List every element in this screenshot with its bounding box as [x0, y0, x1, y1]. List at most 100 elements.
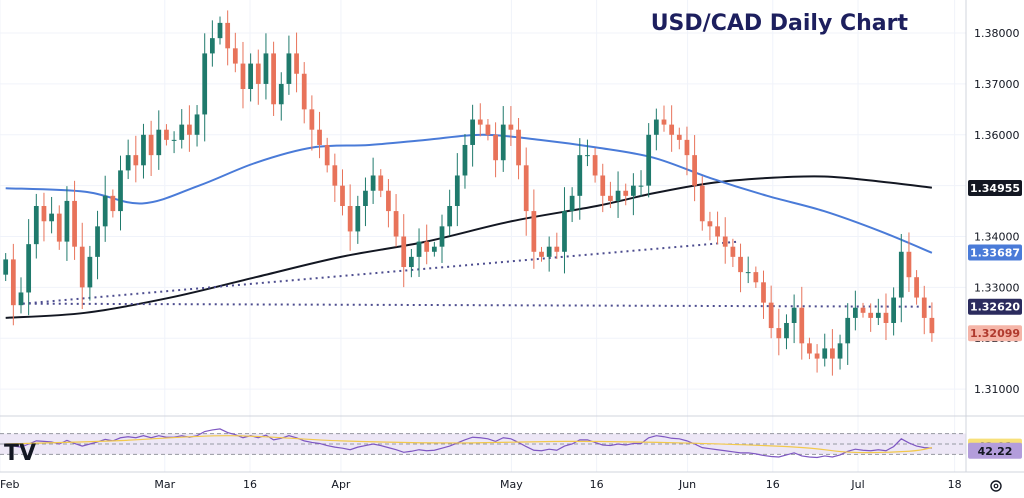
- candle-body: [72, 200, 77, 247]
- candle-body: [278, 83, 284, 105]
- candle-body: [929, 317, 935, 334]
- candle-body: [577, 155, 583, 196]
- time-tick-label: Feb: [0, 478, 19, 491]
- price-tag-label: 1.33687: [970, 246, 1020, 259]
- candle-body: [906, 251, 912, 278]
- candle-body: [309, 109, 315, 130]
- candle-body: [753, 272, 759, 283]
- candle-body: [692, 155, 697, 186]
- candle-body: [301, 73, 307, 110]
- candle-body: [684, 139, 690, 156]
- candle-body: [623, 190, 629, 196]
- candle-body: [217, 22, 223, 39]
- candle-body: [914, 277, 919, 298]
- candle-body: [26, 244, 32, 293]
- candle-body: [248, 63, 254, 90]
- price-axis: 1.380001.370001.360001.350001.340001.330…: [965, 0, 1020, 472]
- candle-body: [164, 129, 169, 140]
- rsi-ma-line: [5, 435, 933, 454]
- rsi-line: [5, 428, 932, 459]
- candle-body: [653, 119, 659, 135]
- candle-body: [439, 226, 445, 247]
- candle-body: [393, 211, 399, 237]
- candle-body: [424, 241, 430, 252]
- candle-body: [171, 139, 177, 141]
- candle-body: [852, 307, 858, 318]
- rsi-panel: 43.0142.22: [0, 415, 1024, 459]
- price-tag: [968, 325, 1022, 342]
- candle-body: [883, 312, 889, 323]
- candle-body: [447, 206, 453, 227]
- candle-body: [554, 246, 560, 252]
- candle-body: [110, 195, 116, 212]
- time-tick-label: May: [500, 478, 523, 491]
- ma-fast-line: [5, 133, 933, 254]
- candle-body: [868, 312, 874, 318]
- price-tag: [968, 179, 1022, 196]
- rsi-tag: [968, 442, 1022, 459]
- time-tick-label: 16: [243, 478, 257, 491]
- candle-body: [317, 129, 322, 145]
- candle-body: [830, 348, 835, 359]
- indicator-lines: [5, 133, 933, 319]
- candle-body: [562, 211, 567, 252]
- candle-body: [202, 53, 208, 115]
- candle-body: [10, 259, 16, 306]
- price-tick-label: 1.31000: [974, 383, 1020, 396]
- candle-body: [118, 170, 123, 212]
- candle-body: [225, 22, 231, 49]
- candle-body: [370, 175, 376, 191]
- candle-body: [33, 206, 39, 245]
- candle-body: [807, 343, 812, 354]
- candle-body: [340, 185, 345, 206]
- candle-body: [363, 190, 368, 206]
- candle-body: [263, 53, 269, 84]
- price-tags: 1.34955 1.33687 1.32620 1.32099: [968, 179, 1022, 342]
- candle-body: [738, 256, 743, 273]
- candle-body: [95, 226, 100, 257]
- candle-body: [194, 114, 200, 135]
- candle-body: [814, 353, 820, 359]
- candle-body: [898, 251, 904, 298]
- candle-body: [608, 195, 613, 201]
- candle-body: [699, 185, 705, 222]
- candle-body: [837, 343, 843, 359]
- candle-body: [294, 53, 299, 74]
- candle-body: [18, 292, 24, 306]
- price-tag-label: 1.34955: [970, 182, 1020, 195]
- tradingview-logo: TV: [4, 441, 36, 466]
- candle-body: [669, 124, 675, 135]
- price-tag-label: 1.32620: [970, 301, 1020, 314]
- candle-body: [638, 185, 644, 187]
- time-tick-label: Jun: [678, 478, 696, 491]
- candle-body: [401, 236, 407, 268]
- candle-body: [187, 124, 192, 135]
- candle-body: [516, 129, 521, 166]
- candle-body: [431, 246, 437, 252]
- candle-body: [179, 124, 185, 140]
- candle-body: [64, 200, 70, 242]
- candle-body: [592, 155, 598, 176]
- candle-body: [776, 328, 782, 339]
- time-tick-label: Mar: [154, 478, 175, 491]
- candle-body: [386, 190, 391, 212]
- candle-body: [875, 312, 881, 318]
- candle-body: [347, 206, 353, 232]
- time-tick-label: 18: [948, 478, 962, 491]
- time-tick-label: 16: [590, 478, 604, 491]
- candle-body: [148, 134, 154, 156]
- candle-body: [722, 236, 728, 247]
- candle-body: [125, 155, 131, 171]
- candle-body: [87, 256, 93, 288]
- price-tag: [968, 298, 1022, 315]
- candle-body: [546, 246, 552, 257]
- price-tick-label: 1.34000: [974, 231, 1020, 244]
- candle-body: [485, 124, 491, 135]
- price-tag: [968, 244, 1022, 261]
- candle-body: [156, 129, 162, 156]
- settings-gear-icon[interactable]: [990, 480, 1002, 492]
- candle-body: [271, 53, 276, 105]
- time-axis: Feb Mar 16 Apr May 16 Jun 16 Jul 18: [0, 471, 1024, 491]
